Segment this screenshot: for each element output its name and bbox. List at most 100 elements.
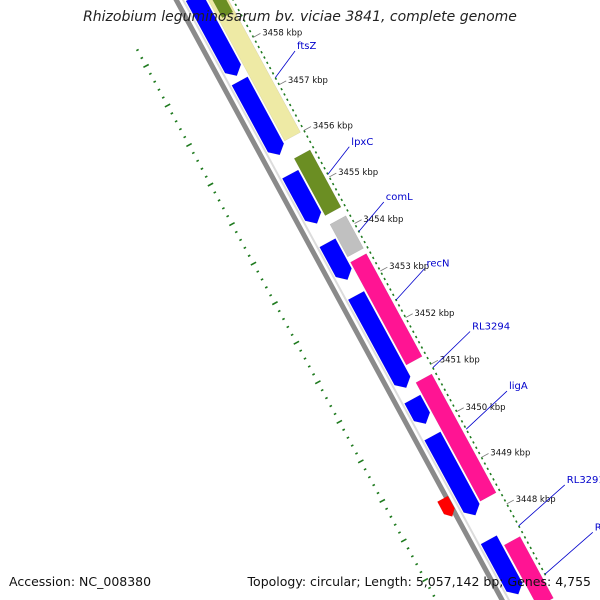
- scale-track-dot: [443, 388, 447, 392]
- scale-track-dot: [446, 393, 449, 397]
- kbp-tick-label: 3449 kbp: [490, 449, 530, 459]
- scale-track-dot: [472, 441, 475, 444]
- scale-track-dot: [346, 209, 349, 212]
- gene-label-liga: ligA: [509, 381, 528, 392]
- scale-track-dot: [412, 330, 415, 334]
- gc-track-tick: [400, 538, 407, 543]
- gc-track-tick: [367, 475, 371, 479]
- kbp-tick-label: 3458 kbp: [262, 29, 302, 39]
- gc-track-tick: [389, 515, 393, 519]
- feature-comL: [329, 215, 364, 258]
- scale-track-dot: [460, 420, 464, 423]
- gc-track-tick: [406, 547, 410, 550]
- scale-track-dot: [351, 219, 355, 223]
- gene-leader-line: [275, 50, 296, 78]
- scale-track-dot: [420, 346, 424, 349]
- gc-track-tick: [354, 452, 359, 455]
- accession-value: NC_008380: [79, 574, 152, 589]
- scale-track-dot: [237, 8, 240, 12]
- cds-arrow: [404, 394, 431, 425]
- scale-track-dot: [343, 203, 346, 207]
- scale-track-dot: [349, 214, 352, 218]
- scale-track-dot: [497, 488, 501, 492]
- gc-track-tick: [204, 175, 208, 178]
- gc-track-tick: [363, 467, 367, 471]
- scale-track-dot: [377, 267, 381, 270]
- scale-track-dot: [303, 130, 306, 133]
- gc-track-tick: [217, 199, 221, 202]
- scale-track-dot: [366, 246, 369, 249]
- scale-track-dot: [274, 77, 278, 80]
- gc-track-tick: [410, 554, 414, 558]
- gc-track-tick: [271, 301, 278, 306]
- scale-track-dot: [526, 541, 530, 544]
- gc-track-tick: [346, 436, 350, 439]
- scale-track-dot: [386, 282, 389, 286]
- topology-label: Topology:: [247, 574, 307, 589]
- scale-track-dot: [480, 456, 484, 460]
- scale-track-dot: [240, 14, 243, 17]
- length-value: 5,057,142 bp: [415, 574, 500, 589]
- gc-track-tick: [281, 317, 286, 321]
- scale-track-dot: [360, 235, 363, 239]
- scale-track-dot: [234, 3, 238, 7]
- gc-track-tick: [379, 498, 386, 504]
- gene-label-recn: recN: [427, 259, 450, 270]
- scale-track-dot: [426, 356, 429, 360]
- gc-track-tick: [342, 428, 346, 432]
- scale-track-dot: [383, 277, 386, 281]
- gene-leader-line: [544, 531, 594, 575]
- scale-track-dot: [286, 98, 289, 102]
- topology-value: circular: [310, 574, 357, 589]
- scale-track-dot: [354, 224, 358, 228]
- gc-track-tick: [226, 214, 230, 218]
- gc-track-tick: [307, 365, 311, 368]
- gc-track-tick: [153, 80, 157, 84]
- gc-track-tick: [243, 246, 247, 250]
- scale-track-dot: [506, 504, 510, 508]
- scale-track-dot: [452, 404, 455, 407]
- gc-track-tick: [170, 112, 174, 115]
- gene-label-coml: comL: [386, 192, 413, 203]
- scale-track-dot: [492, 478, 495, 481]
- scale-track-dot: [334, 188, 338, 191]
- scale-track-dot: [331, 182, 335, 186]
- scale-track-dot: [538, 562, 541, 566]
- kbp-tick: [329, 172, 337, 178]
- scale-track-dot: [406, 319, 409, 323]
- gc-track-tick: [250, 261, 257, 266]
- scale-track-dot: [337, 193, 341, 196]
- feature-recN: [350, 253, 423, 366]
- gc-track-tick: [161, 96, 165, 99]
- kbp-tick-label: 3450 kbp: [466, 403, 506, 413]
- gc-track-tick: [385, 507, 389, 511]
- scale-track-dot: [403, 314, 406, 318]
- gene-label-ftsz: ftsZ: [297, 41, 316, 52]
- gc-track-tick: [393, 523, 397, 526]
- gene-leader-line: [395, 268, 425, 301]
- genes-label: Genes:: [507, 574, 552, 589]
- feature-top-partial: [212, 0, 234, 19]
- gc-track-tick: [290, 333, 294, 337]
- kbp-tick: [506, 499, 515, 505]
- scale-track-dot: [540, 567, 544, 571]
- scale-track-dot: [529, 546, 532, 550]
- gene-leader-line: [358, 201, 385, 232]
- scale-track-dot: [437, 377, 441, 381]
- gc-track-tick: [191, 151, 195, 155]
- scale-track-dot: [389, 288, 392, 291]
- gc-track-tick: [140, 56, 144, 60]
- scale-track-dot: [417, 340, 421, 344]
- small-red-feature: [437, 495, 455, 517]
- scale-track-dot: [409, 325, 412, 328]
- scale-track-dot: [280, 87, 283, 91]
- feature-ftsZ: [207, 0, 301, 142]
- gc-track-tick: [376, 491, 380, 495]
- kbp-tick: [380, 266, 388, 272]
- scale-track-dot: [457, 414, 461, 418]
- gene-label-rl3294: RL3294: [472, 322, 510, 333]
- cds-arrow: [347, 290, 411, 389]
- scale-track-dot: [532, 551, 535, 555]
- gc-track-tick: [333, 412, 337, 416]
- scale-track-dot: [374, 261, 378, 265]
